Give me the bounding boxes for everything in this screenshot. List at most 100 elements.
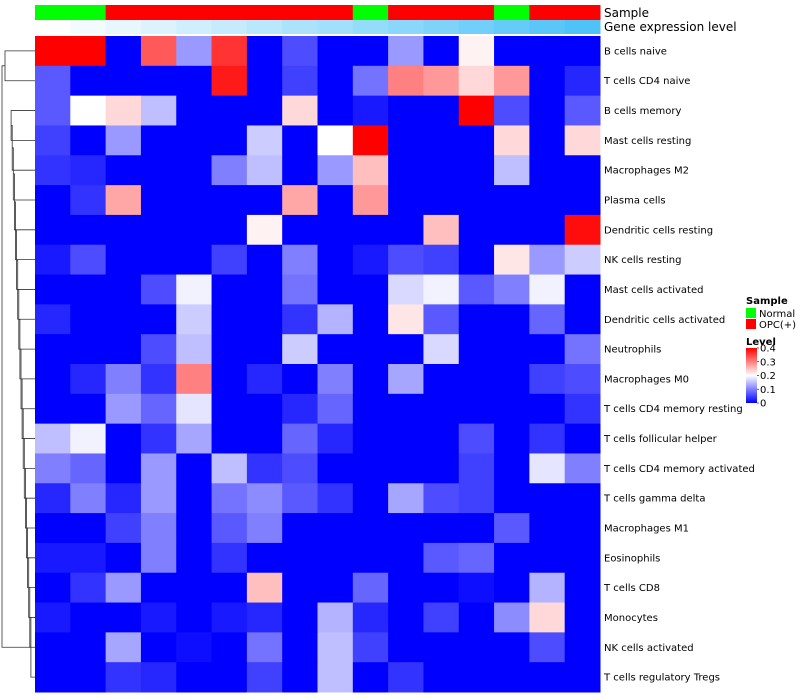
annotation-label-gene-expression: Gene expression level xyxy=(604,20,737,34)
legend-tick-label: 0.4 xyxy=(760,344,776,355)
heatmap-cell xyxy=(529,513,566,544)
legend: Sample Normal OPC(+) Level 0.4 0.3 0.2 0.1 0 xyxy=(746,296,796,410)
heatmap-cell xyxy=(176,602,213,633)
heatmap-cell xyxy=(388,334,424,365)
heatmap-cell xyxy=(317,36,354,67)
heatmap-cell xyxy=(140,95,177,126)
heatmap-cell xyxy=(282,513,318,544)
heatmap-cell xyxy=(35,244,71,276)
heatmap-cell xyxy=(458,483,495,514)
heatmap-cell xyxy=(317,572,354,604)
heatmap-cell xyxy=(352,662,389,693)
heatmap-cell xyxy=(564,65,601,97)
heatmap-cell xyxy=(388,572,424,604)
heatmap-cell xyxy=(140,572,177,604)
heatmap-cell xyxy=(423,95,460,126)
heatmap-cell xyxy=(70,125,107,156)
heatmap-cell xyxy=(176,125,213,156)
heatmap-cell xyxy=(388,244,424,276)
heatmap-cell xyxy=(458,95,495,126)
legend-swatch-normal xyxy=(746,308,756,318)
row-label: NK cells activated xyxy=(604,643,694,654)
heatmap-cell xyxy=(494,125,530,156)
sample-annotation-cell xyxy=(388,5,424,20)
heatmap-cell xyxy=(211,185,248,216)
heatmap-cell xyxy=(211,483,248,514)
heatmap-cell xyxy=(494,364,530,395)
heatmap-cell xyxy=(388,185,424,216)
heatmap-cell xyxy=(176,155,213,186)
heatmap-cell xyxy=(105,304,142,335)
row-label: Macrophages M2 xyxy=(604,166,689,177)
row-label: Mast cells activated xyxy=(604,285,703,296)
heatmap-cell xyxy=(70,602,107,633)
heatmap-cell xyxy=(282,364,318,395)
heatmap-cell xyxy=(423,304,460,335)
heatmap-cell xyxy=(176,304,213,335)
heatmap-cell xyxy=(211,542,248,574)
heatmap-cell xyxy=(423,483,460,514)
heatmap-cell xyxy=(282,602,318,633)
heatmap-cell xyxy=(423,155,460,186)
gene-expression-annotation-cell xyxy=(494,20,530,34)
heatmap-cell xyxy=(494,632,530,663)
dendrogram-branch xyxy=(1,65,31,648)
heatmap-cell xyxy=(352,214,389,246)
row-label: Mast cells resting xyxy=(604,136,691,147)
heatmap-cell xyxy=(246,304,283,335)
heatmap-cell xyxy=(140,185,177,216)
heatmap-cell xyxy=(70,155,107,186)
heatmap-cell xyxy=(494,304,530,335)
heatmap-cell xyxy=(105,483,142,514)
heatmap-cell xyxy=(529,155,566,186)
heatmap-cell xyxy=(494,95,530,126)
legend-tick-label: 0.1 xyxy=(760,385,776,396)
heatmap-cell xyxy=(423,632,460,663)
heatmap-cell xyxy=(388,513,424,544)
heatmap-cell xyxy=(282,304,318,335)
heatmap-cell xyxy=(564,36,601,67)
heatmap-cell xyxy=(458,513,495,544)
heatmap-cell xyxy=(564,572,601,604)
heatmap-cell xyxy=(317,453,354,484)
heatmap-cell xyxy=(352,185,389,216)
heatmap-cell xyxy=(423,513,460,544)
heatmap-cell xyxy=(211,125,248,156)
heatmap-cell xyxy=(105,155,142,186)
heatmap-cell xyxy=(529,95,566,126)
heatmap-cell xyxy=(388,453,424,484)
sample-annotation-cell xyxy=(176,5,213,20)
heatmap-cell xyxy=(105,214,142,246)
heatmap-cell xyxy=(458,36,495,67)
heatmap-cell xyxy=(140,453,177,484)
legend-ticks: 0.4 0.3 0.2 0.1 0 xyxy=(757,344,776,410)
heatmap-cell xyxy=(282,185,318,216)
heatmap-cell xyxy=(246,36,283,67)
row-label: Eosinophils xyxy=(604,553,660,564)
heatmap-cell xyxy=(105,602,142,633)
heatmap-cell xyxy=(246,572,283,604)
heatmap-cell xyxy=(35,155,71,186)
heatmap-cell xyxy=(564,632,601,663)
heatmap-cell xyxy=(458,423,495,454)
gene-expression-annotation-cell xyxy=(458,20,495,34)
heatmap-cell xyxy=(423,542,460,574)
heatmap-cell xyxy=(70,214,107,246)
dendrogram-branch xyxy=(15,230,35,290)
row-label: B cells naive xyxy=(604,46,667,57)
row-label: T cells CD4 naive xyxy=(603,76,690,87)
heatmap-cell xyxy=(352,274,389,305)
heatmap-cell xyxy=(494,513,530,544)
heatmap-cell xyxy=(246,423,283,454)
heatmap-cell xyxy=(529,65,566,97)
heatmap-cell xyxy=(352,453,389,484)
heatmap-cell xyxy=(35,214,71,246)
heatmap-cell xyxy=(140,274,177,305)
heatmap-cell xyxy=(176,572,213,604)
heatmap-cell xyxy=(211,244,248,276)
heatmap-cell xyxy=(458,155,495,186)
heatmap-cell xyxy=(529,304,566,335)
heatmap-cell xyxy=(35,662,71,693)
heatmap-cell xyxy=(35,185,71,216)
